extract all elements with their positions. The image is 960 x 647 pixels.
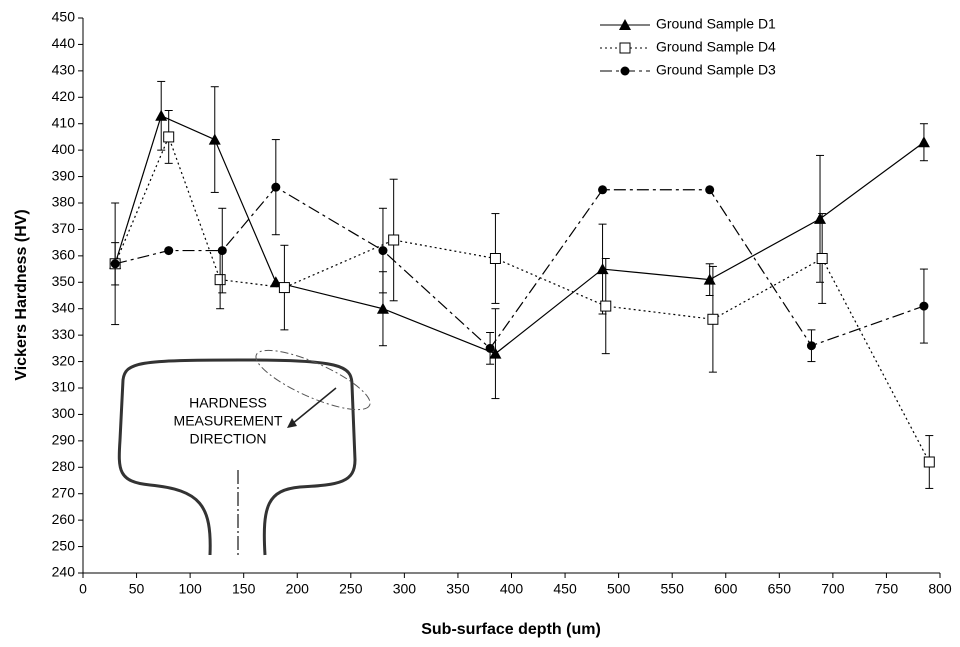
marker [707,313,719,325]
y-tick-label: 310 [52,379,76,395]
marker [164,246,174,256]
marker [214,274,226,286]
y-tick-label: 250 [52,537,76,553]
marker [600,300,612,312]
y-tick-label: 390 [52,167,76,183]
y-tick-label: 360 [52,247,76,263]
annotation: HARDNESS [189,395,267,411]
marker [269,276,282,288]
marker [378,246,388,256]
marker [816,253,828,264]
x-tick-label: 50 [129,581,145,597]
x-tick-label: 550 [661,581,685,597]
marker [598,185,608,195]
ellipse [255,349,371,411]
x-tick-label: 700 [821,581,845,597]
y-axis-title: Vickers Hardness (HV) [13,209,30,380]
y-tick-label: 270 [52,484,76,500]
marker [271,182,281,192]
y-tick-label: 340 [52,299,76,315]
annotation: MEASUREMENT [174,413,283,429]
x-tick-label: 150 [232,581,256,597]
marker [814,212,827,224]
legend-label: Ground Sample D4 [656,39,776,55]
y-tick-label: 400 [52,141,76,157]
marker [917,136,930,148]
y-tick-label: 420 [52,88,76,104]
y-tick-label: 450 [52,9,76,25]
arrow-head [287,418,297,428]
y-tick-label: 240 [52,564,76,580]
inset-bg [105,340,377,558]
marker [110,259,120,269]
rail-outline [117,358,357,556]
y-tick-label: 320 [52,352,76,368]
y-tick-label: 280 [52,458,76,474]
y-tick-label: 260 [52,511,76,527]
x-tick-label: 250 [339,581,363,597]
marker [596,263,609,275]
y-tick-label: 330 [52,326,76,342]
marker [485,343,495,353]
x-tick-label: 750 [875,581,899,597]
marker [705,185,715,195]
x-tick-label: 100 [178,581,202,597]
marker [923,456,935,468]
y-tick-label: 300 [52,405,76,421]
y-tick-label: 370 [52,220,76,236]
legend-label: Ground Sample D1 [656,16,776,32]
marker [155,109,168,121]
marker [376,302,389,314]
marker [619,19,631,30]
y-tick-label: 430 [52,62,76,78]
marker [620,66,630,76]
x-tick-label: 400 [500,581,524,597]
y-tick-label: 440 [52,35,76,51]
marker [806,341,816,351]
y-tick-label: 290 [52,432,76,448]
x-tick-label: 0 [79,581,87,597]
annotation: DIRECTION [190,431,267,447]
marker [489,253,501,264]
marker [489,347,502,359]
marker [619,42,631,54]
x-tick-label: 450 [553,581,577,597]
x-tick-label: 800 [928,581,952,597]
marker [163,131,175,143]
y-tick-label: 380 [52,194,76,210]
inset: HARDNESS MEASUREMENT DIRECTION [105,340,377,558]
x-tick-label: 200 [286,581,310,597]
marker [208,133,221,145]
y-tick-label: 410 [52,114,76,130]
arrow [291,387,337,425]
legend-label: Ground Sample D3 [656,62,776,78]
y-tick-label: 350 [52,273,76,289]
x-tick-label: 500 [607,581,631,597]
marker [388,234,400,246]
marker [278,282,290,294]
x-tick-label: 650 [768,581,792,597]
series-line [114,186,925,350]
marker [217,246,227,256]
x-tick-label: 300 [393,581,417,597]
x-axis-title: Sub-surface depth (um) [421,621,601,638]
x-tick-label: 600 [714,581,738,597]
series-line [114,114,925,355]
marker [919,301,929,311]
x-tick-label: 350 [446,581,470,597]
series-line [114,135,930,463]
